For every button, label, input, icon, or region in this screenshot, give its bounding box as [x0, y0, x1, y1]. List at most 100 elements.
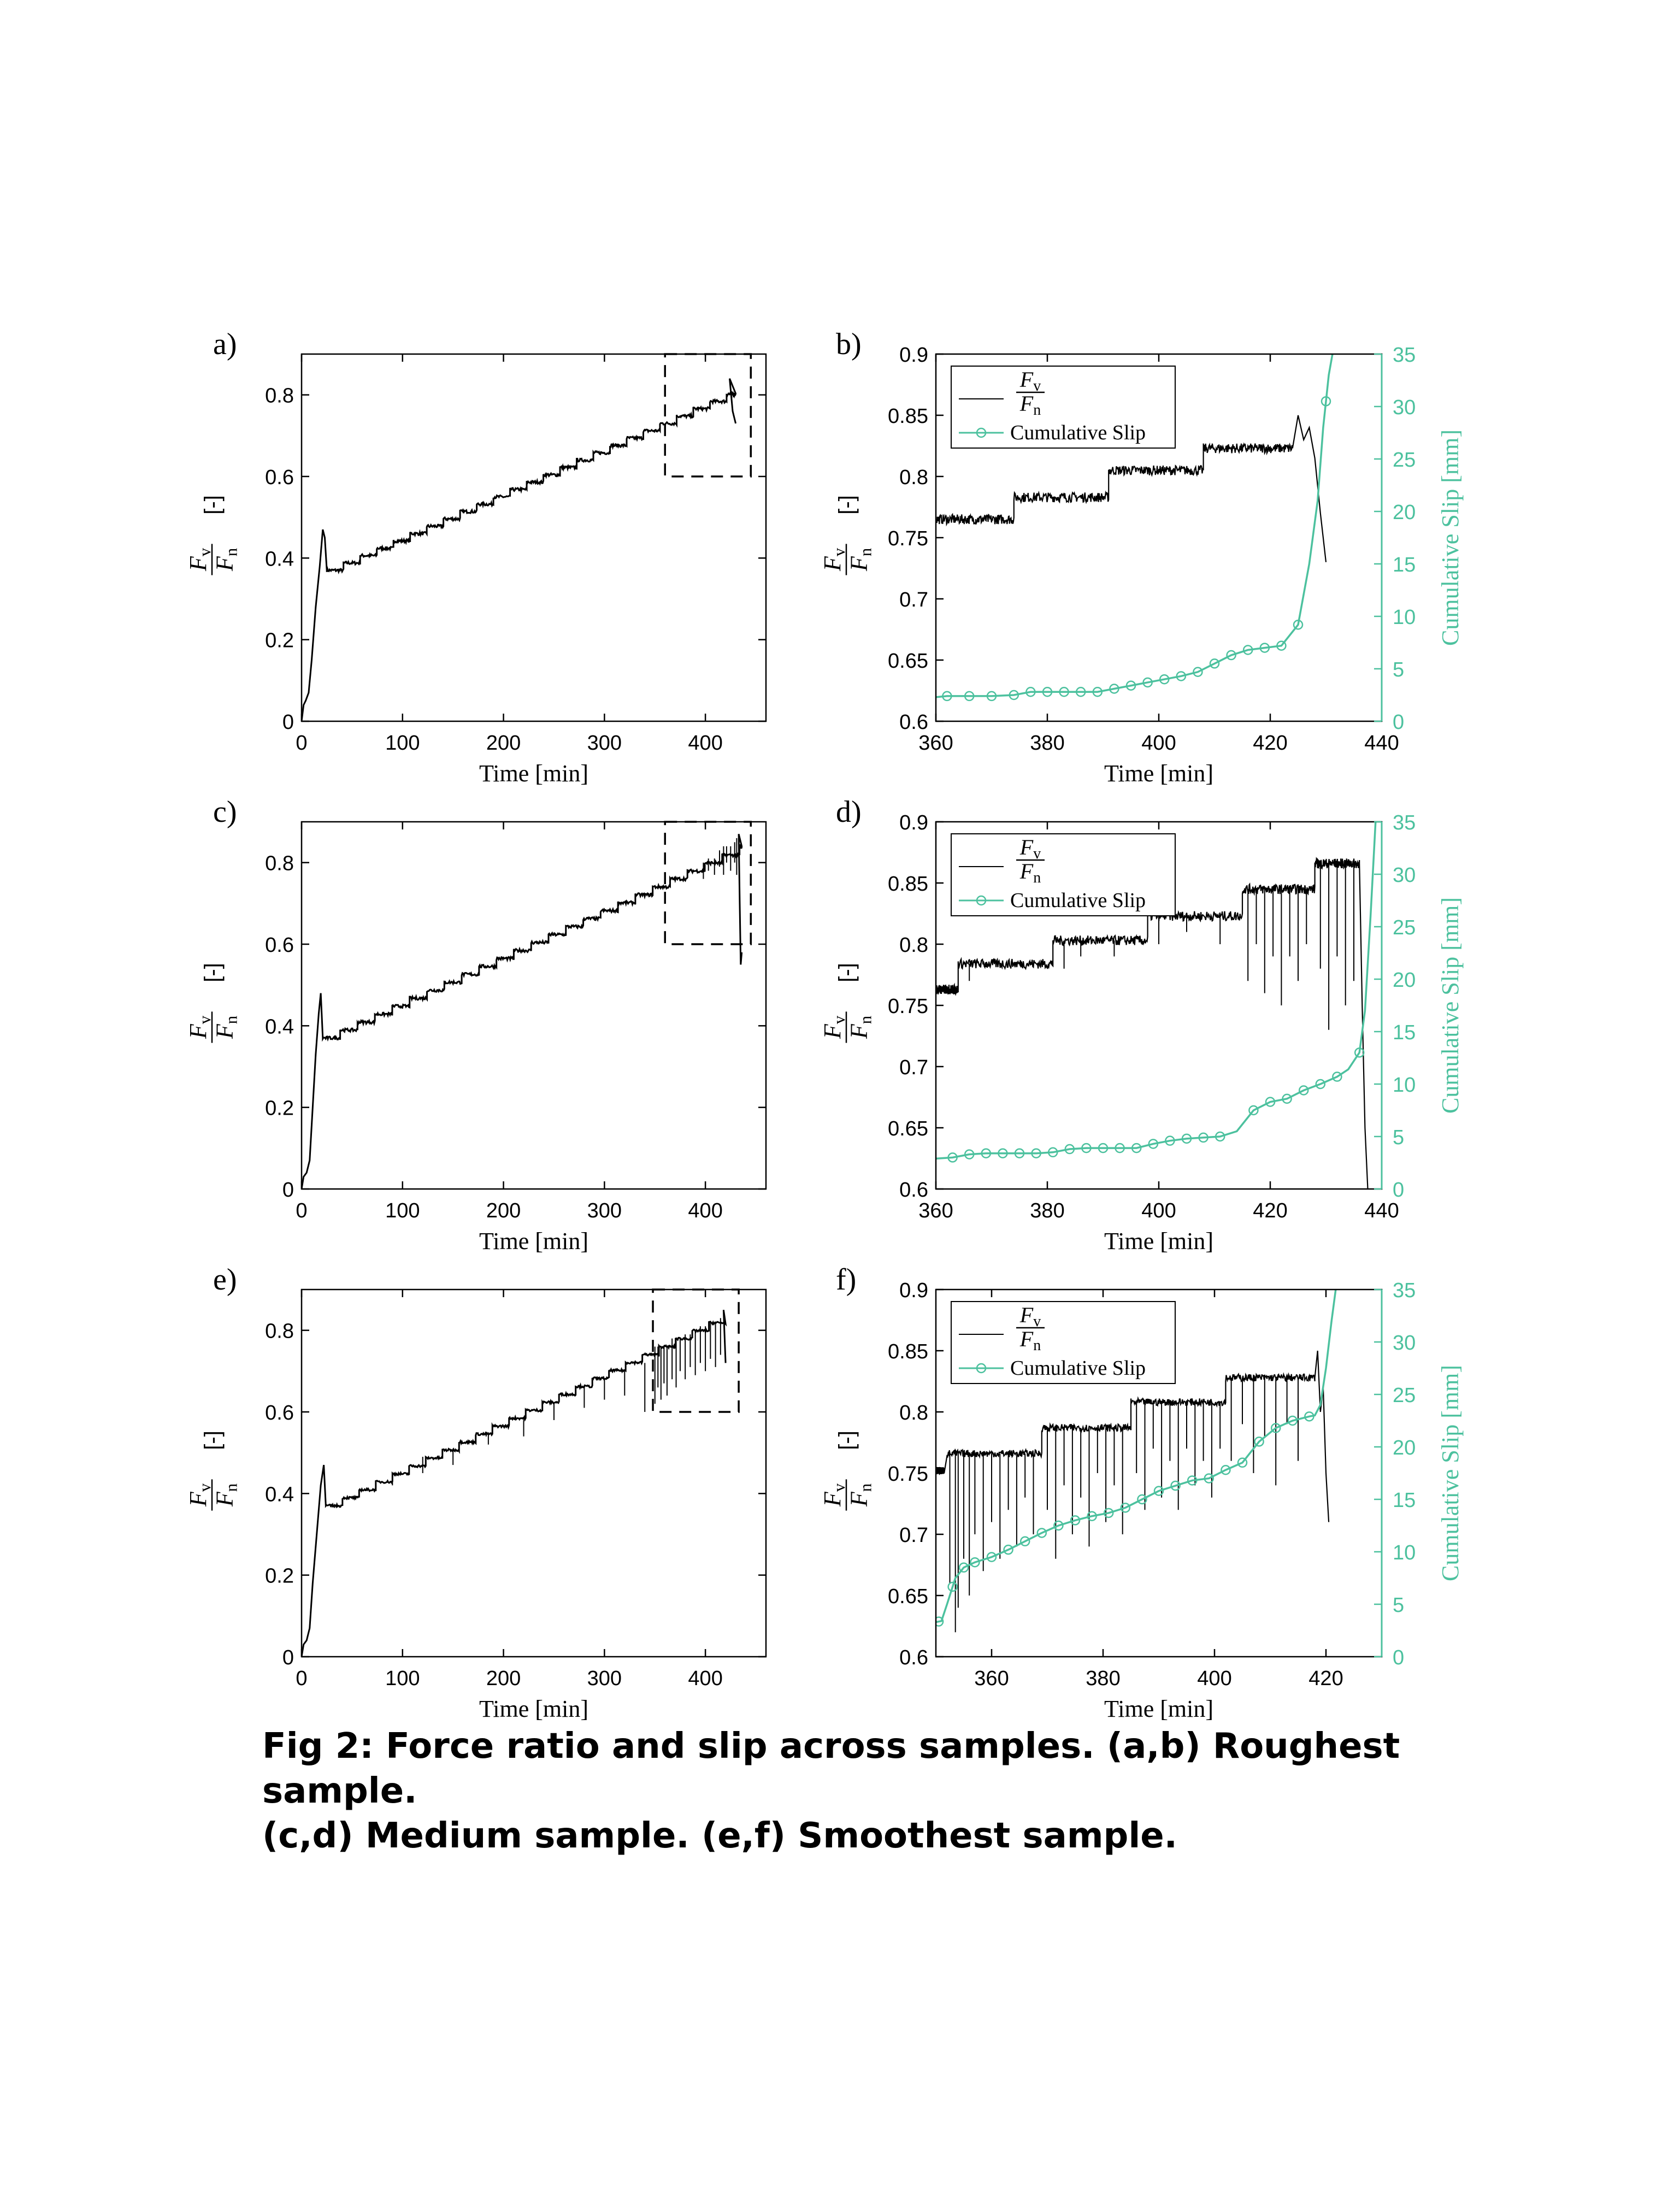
y-tick-label-f-5: 0.85	[888, 1340, 928, 1363]
slip-marker-d-10	[1115, 1143, 1125, 1153]
panel-label-a: a)	[213, 327, 237, 361]
y-tick-label-e-4: 0.8	[265, 1320, 294, 1343]
x-axis-label-e: Time [min]	[479, 1696, 588, 1722]
x-tick-label-a-0: 0	[296, 732, 307, 755]
zoom-box-a	[664, 353, 752, 478]
slip-marker-f-20	[1254, 1437, 1264, 1447]
y2-axis-label-b: Cumulative Slip [mm]	[1437, 429, 1464, 646]
slip-line-f	[936, 1290, 1337, 1623]
y-axis-fraction-b-numerator: Fv	[819, 548, 848, 572]
slip-marker-b-8	[1092, 686, 1103, 697]
y-tick-label-c-0: 0	[282, 1179, 294, 1202]
force-ratio-line-a	[302, 378, 737, 721]
slip-marker-d-15	[1198, 1132, 1209, 1143]
x-tick-label-d-2: 400	[1141, 1199, 1176, 1222]
y-tick-label-b-2: 0.7	[899, 588, 928, 611]
legend-force-label-f-denominator: Fn	[1019, 1327, 1041, 1354]
slip-marker-b-12	[1159, 674, 1170, 685]
y-tick-label-f-4: 0.8	[899, 1402, 928, 1424]
x-axis-label-f: Time [min]	[1104, 1696, 1213, 1722]
legend-box-f	[951, 1301, 1176, 1384]
slip-marker-d-12	[1148, 1139, 1159, 1149]
y2-tick-label-f-1: 5	[1393, 1594, 1404, 1617]
y-axis-fraction-e-numerator: Fv	[185, 1483, 214, 1507]
panel-c: c) 0 100 200 300 400 0 0.2 0.4 0.6 0.8 Time [min] Fv…	[185, 795, 767, 1255]
y2-tick-label-d-6: 30	[1393, 864, 1416, 887]
force-ratio-line-e	[302, 1310, 727, 1657]
plot-area-b	[936, 354, 1334, 702]
x-tick-label-a-1: 100	[385, 732, 420, 755]
y-tick-label-f-2: 0.7	[899, 1524, 928, 1547]
figure-caption: Fig 2: Force ratio and slip across sampl…	[262, 1724, 1464, 1858]
x-tick-label-b-4: 440	[1364, 732, 1399, 755]
slip-marker-f-8	[1053, 1520, 1064, 1531]
slip-marker-f-7	[1036, 1528, 1047, 1538]
y2-tick-label-d-5: 25	[1393, 916, 1416, 939]
y-tick-label-d-6: 0.9	[899, 811, 928, 834]
x-axis-label-b: Time [min]	[1104, 760, 1213, 787]
slip-marker-d-21	[1315, 1079, 1326, 1090]
legend-force-label-b-denominator: Fn	[1019, 391, 1041, 419]
y2-tick-label-b-6: 30	[1393, 396, 1416, 419]
x-tick-label-d-4: 440	[1364, 1199, 1399, 1222]
legend-slip-label-f: Cumulative Slip	[1010, 1357, 1146, 1380]
y2-tick-label-b-0: 0	[1393, 711, 1404, 734]
slip-marker-b-6	[1059, 686, 1069, 697]
x-tick-label-c-1: 100	[385, 1199, 420, 1222]
slip-marker-f-17	[1204, 1473, 1215, 1483]
y-tick-label-f-3: 0.75	[888, 1463, 928, 1486]
legend-force-label-d-numerator: Fv	[1019, 835, 1041, 862]
panel-b: b) 360 380 400 420 440 0.6 0.65 0.7 0.75 0.8 0.85 0.…	[819, 327, 1464, 787]
y-axis-fraction-f-numerator: Fv	[819, 1483, 848, 1507]
legend-box-d	[951, 833, 1176, 916]
x-tick-label-c-0: 0	[296, 1199, 307, 1222]
slip-marker-f-1	[947, 1581, 958, 1592]
caption-line-1: Fig 2: Force ratio and slip across sampl…	[262, 1726, 1400, 1811]
y-axis-unit-e: [-]	[201, 1430, 225, 1450]
y-tick-label-b-4: 0.8	[899, 466, 928, 489]
y-tick-label-d-3: 0.75	[888, 995, 928, 1018]
x-tick-label-c-4: 400	[688, 1199, 722, 1222]
y-axis-fraction-c-numerator: Fv	[185, 1015, 214, 1039]
y-tick-label-a-1: 0.2	[265, 629, 294, 652]
y2-tick-label-d-0: 0	[1393, 1179, 1404, 1202]
y-axis-fraction-e-denominator: Fn	[211, 1483, 240, 1507]
y2-tick-label-d-3: 15	[1393, 1021, 1416, 1044]
slip-marker-b-21	[1321, 396, 1331, 407]
axes-frame-c	[300, 821, 767, 1190]
panel-d: d) 360 380 400 420 440 0.6 0.65 0.7 0.75 0.8 0.85 0.…	[819, 795, 1464, 1255]
y-tick-label-b-0: 0.6	[899, 711, 928, 734]
slip-marker-d-9	[1098, 1143, 1109, 1153]
x-tick-label-d-1: 380	[1030, 1199, 1064, 1222]
slip-marker-b-15	[1209, 658, 1220, 669]
y-axis-fraction-c-denominator: Fn	[211, 1016, 240, 1039]
y-tick-label-c-1: 0.2	[265, 1097, 294, 1120]
y-tick-label-b-3: 0.75	[888, 527, 928, 550]
slip-marker-d-14	[1181, 1133, 1192, 1144]
slip-marker-b-9	[1109, 684, 1119, 694]
slip-marker-b-2	[986, 691, 997, 702]
y2-tick-label-f-2: 10	[1393, 1541, 1416, 1564]
y2-tick-label-f-5: 25	[1393, 1384, 1416, 1407]
y2-tick-label-b-4: 20	[1393, 501, 1416, 524]
slip-marker-d-19	[1282, 1093, 1292, 1104]
y-tick-label-a-4: 0.8	[265, 385, 294, 408]
legend-slip-marker-b	[976, 427, 987, 438]
y-axis-fraction-a-numerator: Fv	[185, 548, 214, 572]
slip-marker-b-4	[1025, 686, 1036, 697]
y-axis-unit-c: [-]	[201, 963, 225, 982]
legend-slip-marker-d	[976, 895, 987, 906]
y2-tick-label-f-4: 20	[1393, 1437, 1416, 1459]
panel-label-f: f)	[836, 1263, 856, 1297]
slip-marker-f-9	[1070, 1515, 1081, 1526]
